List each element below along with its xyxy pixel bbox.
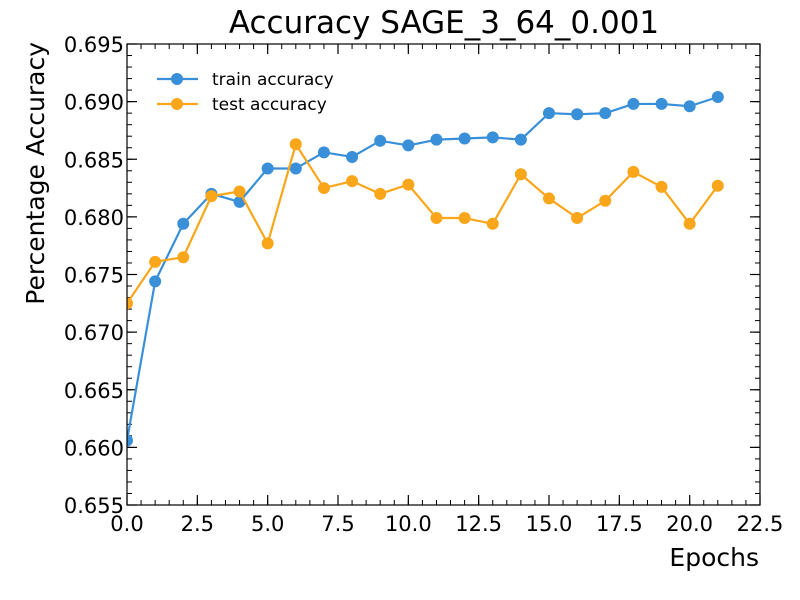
train-accuracy-line [127, 95, 719, 441]
x-tick-label: 10.0 [385, 512, 432, 536]
test-accuracy-legend-marker [171, 98, 183, 110]
x-tick-label: 12.5 [455, 512, 502, 536]
plot-frame [126, 43, 761, 506]
y-tick-label: 0.695 [64, 33, 124, 57]
test-accuracy-point [430, 212, 443, 225]
y-tick-label: 0.680 [64, 206, 124, 230]
x-tick-label: 5.0 [251, 512, 284, 536]
y-tick-label: 0.660 [64, 436, 124, 460]
x-tick-label: 20.0 [666, 512, 713, 536]
y-tick-label: 0.665 [64, 379, 124, 403]
test-accuracy-point [317, 182, 330, 195]
train-accuracy-point [430, 133, 443, 146]
test-accuracy-point [683, 217, 696, 230]
train-accuracy-point [374, 134, 387, 147]
train-accuracy-point [486, 131, 499, 144]
test-accuracy-point [149, 255, 162, 268]
test-accuracy-point [402, 178, 415, 191]
train-accuracy-point [149, 275, 162, 288]
x-tick-label: 15.0 [526, 512, 573, 536]
tick-labels: 0.0 2.5 5.0 7.5 10.0 12.5 15.0 17.5 20.0 22.5 0.65… [64, 33, 784, 536]
train-accuracy-point [599, 107, 612, 120]
test-accuracy-point [543, 192, 555, 205]
y-tick-label: 0.655 [64, 494, 124, 518]
train-accuracy-legend-marker [171, 73, 183, 85]
train-accuracy-point [514, 133, 527, 146]
test-accuracy-point [346, 175, 359, 188]
x-tick-label: 7.5 [321, 512, 354, 536]
test-accuracy-point [127, 297, 133, 310]
train-accuracy-point [627, 97, 640, 110]
train-accuracy-point [346, 150, 359, 163]
test-accuracy-point [205, 190, 218, 203]
train-accuracy-point [543, 107, 555, 120]
test-accuracy-point [289, 138, 302, 151]
train-accuracy-point [402, 139, 415, 152]
y-tick-label: 0.685 [64, 148, 124, 172]
test-accuracy-point [261, 237, 274, 250]
x-tick-label: 2.5 [181, 512, 214, 536]
series-layer [127, 91, 724, 447]
test-accuracy-point [486, 217, 499, 230]
test-accuracy-point [571, 212, 584, 225]
test-accuracy-point [655, 180, 668, 193]
x-tick-label: 22.5 [737, 512, 784, 536]
train-accuracy-point [261, 162, 274, 175]
test-accuracy-point [233, 185, 246, 198]
test-accuracy-point [514, 168, 527, 181]
test-accuracy-point [627, 165, 640, 178]
test-accuracy-line [127, 143, 719, 304]
test-accuracy-point [711, 179, 724, 192]
test-accuracy-point [458, 212, 471, 225]
test-accuracy-point [599, 194, 612, 207]
test-accuracy-legend-label: test accuracy [212, 95, 327, 115]
train-accuracy-point [711, 91, 724, 104]
train-accuracy-legend-label: train accuracy [212, 70, 334, 90]
chart-title: Accuracy SAGE_3_64_0.001 [229, 5, 659, 41]
x-tick-label: 0.0 [110, 512, 143, 536]
train-accuracy-point [177, 217, 190, 230]
y-axis-label: Percentage Accuracy [21, 42, 50, 305]
train-accuracy-point [127, 434, 133, 447]
train-accuracy-point [317, 146, 330, 159]
x-tick-label: 17.5 [596, 512, 643, 536]
train-accuracy-point [458, 132, 471, 145]
train-accuracy-point [289, 162, 302, 175]
y-tick-label: 0.675 [64, 264, 124, 288]
test-accuracy-point [177, 251, 190, 264]
train-accuracy-point [655, 97, 668, 110]
x-axis-label: Epochs [669, 543, 759, 572]
test-accuracy-point [374, 187, 387, 200]
y-tick-label: 0.670 [64, 321, 124, 345]
axis-ticks [126, 43, 761, 506]
train-accuracy-point [571, 108, 584, 121]
y-tick-label: 0.690 [64, 91, 124, 115]
legend: train accuracy test accuracy [157, 70, 334, 115]
train-accuracy-point [683, 100, 696, 113]
